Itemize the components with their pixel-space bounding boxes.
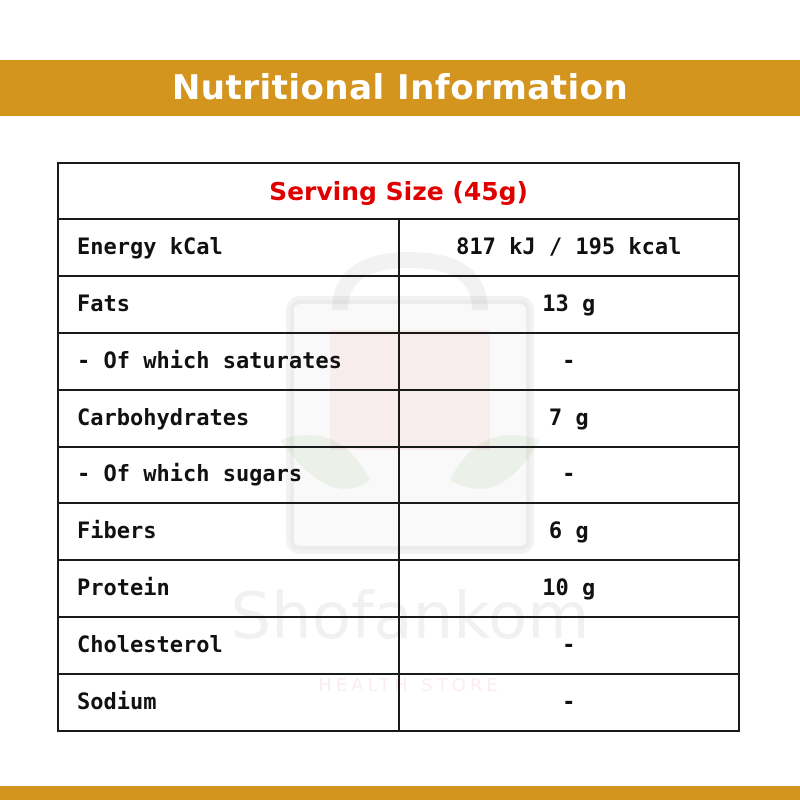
table-row: Fibers 6 g <box>57 502 740 562</box>
footer-bar <box>0 786 800 800</box>
table-row: Fats 13 g <box>57 274 740 334</box>
nutrient-value: 13 g <box>397 274 740 334</box>
nutrient-value: 6 g <box>397 502 740 562</box>
table-row: Protein 10 g <box>57 559 740 619</box>
nutrient-label: Sodium <box>57 673 400 732</box>
table-row: - Of which saturates - <box>57 331 740 391</box>
nutrient-value: - <box>397 673 740 732</box>
table-row: Sodium - <box>57 673 740 732</box>
nutrient-label: - Of which sugars <box>57 445 400 505</box>
table-row: Carbohydrates 7 g <box>57 388 740 448</box>
nutrient-value: - <box>397 331 740 391</box>
nutrient-label: Fibers <box>57 502 400 562</box>
serving-size: Serving Size (45g) <box>57 162 740 220</box>
nutrient-label: Protein <box>57 559 400 619</box>
nutrient-value: 817 kJ / 195 kcal <box>397 218 740 277</box>
nutrient-value: - <box>397 445 740 505</box>
nutrition-table: Serving Size (45g) Energy kCal 817 kJ / 1… <box>57 162 740 732</box>
nutrient-value: - <box>397 616 740 675</box>
nutrient-value: 7 g <box>397 388 740 448</box>
table-row: Cholesterol - <box>57 616 740 675</box>
nutrient-label: Carbohydrates <box>57 388 400 448</box>
table-row: - Of which sugars - <box>57 445 740 505</box>
nutrient-label: Energy kCal <box>57 218 400 277</box>
header-banner: Nutritional Information <box>0 60 800 116</box>
nutrient-label: Cholesterol <box>57 616 400 675</box>
page-title: Nutritional Information <box>171 68 629 108</box>
serving-size-row: Serving Size (45g) <box>57 162 740 220</box>
table-row: Energy kCal 817 kJ / 195 kcal <box>57 218 740 277</box>
nutrient-label: Fats <box>57 274 400 334</box>
nutrient-value: 10 g <box>397 559 740 619</box>
nutrient-label: - Of which saturates <box>57 331 400 391</box>
